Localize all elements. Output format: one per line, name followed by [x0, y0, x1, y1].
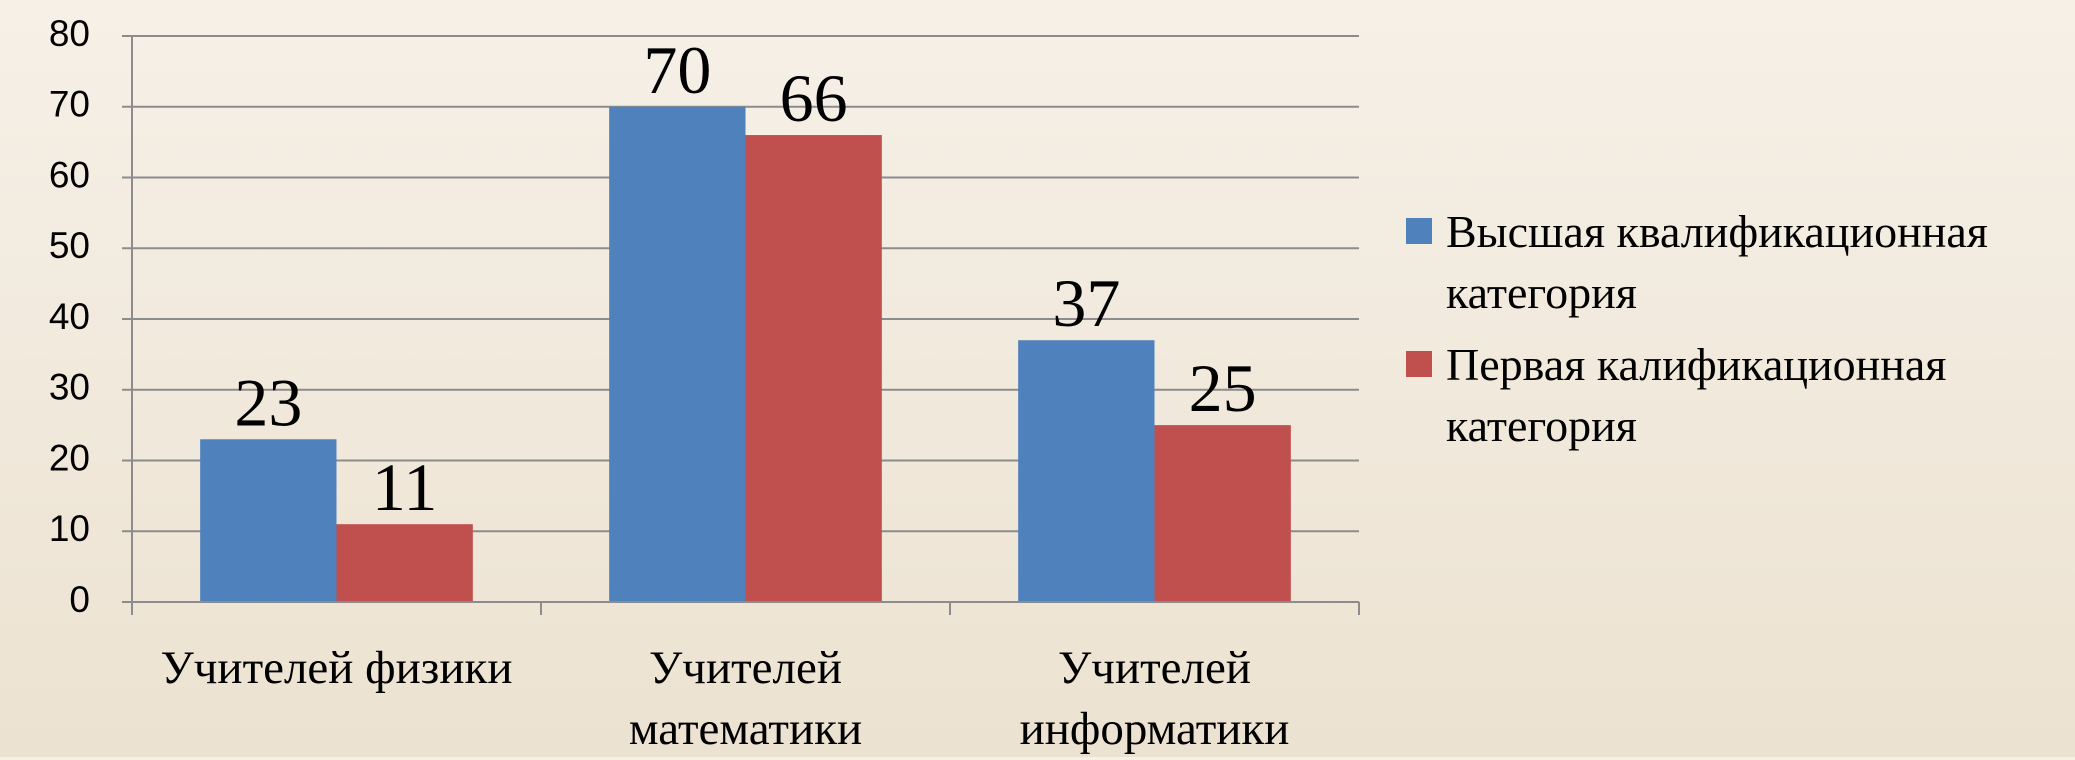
bar: [200, 439, 337, 602]
y-tick-label: 80: [49, 13, 90, 54]
legend-entry: Высшая квалификационная категория: [1406, 201, 2046, 323]
value-label: 11: [372, 449, 437, 525]
y-tick-label: 20: [49, 437, 90, 478]
legend-entry: Первая калификационная категория: [1406, 334, 2046, 456]
y-tick-label: 50: [49, 225, 90, 266]
legend-swatch: [1406, 218, 1432, 244]
bar: [745, 135, 882, 603]
bar: [1154, 425, 1291, 602]
x-tick-label: Учителей математики: [628, 642, 863, 755]
value-label: 23: [234, 364, 302, 440]
x-tick-label: Учителей физики: [160, 642, 513, 694]
value-label: 70: [643, 32, 711, 108]
bar: [609, 106, 746, 602]
y-tick-label: 70: [49, 84, 90, 125]
legend-swatch: [1406, 351, 1432, 377]
y-tick-label: 60: [49, 154, 90, 195]
value-label: 66: [780, 60, 848, 136]
bar: [336, 524, 473, 602]
legend-label: Первая калификационная категория: [1446, 339, 1947, 451]
y-tick-label: 40: [49, 296, 90, 337]
legend: Высшая квалификационная категория Первая …: [1406, 201, 2046, 456]
value-label: 37: [1052, 265, 1120, 341]
legend-label: Высшая квалификационная категория: [1446, 206, 1988, 318]
y-tick-label: 0: [69, 579, 90, 620]
bar: [1018, 340, 1155, 602]
x-tick-label: Учителей информатики: [1019, 642, 1290, 755]
y-tick-label: 30: [49, 367, 90, 408]
y-tick-label: 10: [49, 508, 90, 549]
value-label: 25: [1189, 350, 1257, 426]
